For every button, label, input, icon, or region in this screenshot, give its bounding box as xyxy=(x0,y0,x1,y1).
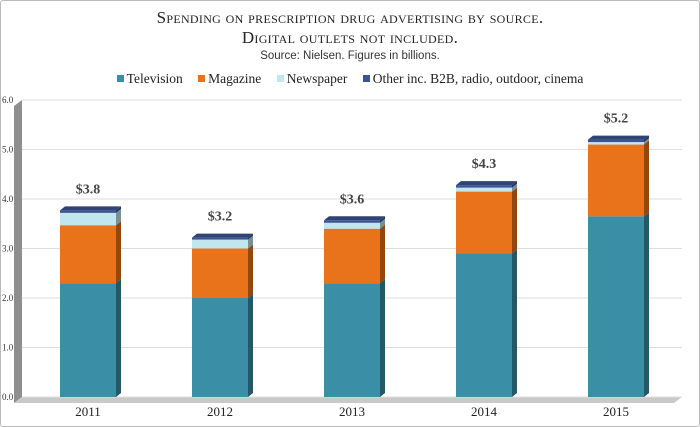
y-tick-label: 2.0 xyxy=(2,293,14,303)
x-tick-label: 2014 xyxy=(471,404,498,419)
bar-segment xyxy=(588,144,644,217)
bar-total-label: $3.6 xyxy=(340,192,365,207)
bar-segment xyxy=(324,220,380,223)
bar-segment-side xyxy=(380,218,385,229)
bar-segment-side xyxy=(116,206,121,213)
y-tick-label: 3.0 xyxy=(2,244,14,254)
bar-segment xyxy=(324,222,380,229)
y-tick-label: 4.0 xyxy=(2,194,14,204)
legend-item-magazine: Magazine xyxy=(198,71,261,87)
bar-segment-side xyxy=(248,233,253,240)
bar-segment-side xyxy=(248,294,253,397)
bar-segment xyxy=(192,298,248,397)
bar-top xyxy=(192,233,253,238)
legend-label-television: Television xyxy=(126,71,183,86)
x-tick-label: 2012 xyxy=(207,404,233,419)
chart-subtitle: Source: Nielsen. Figures in billions. xyxy=(260,50,440,62)
bar-segment-side xyxy=(644,140,649,217)
bar-total-label: $5.2 xyxy=(604,112,629,127)
bar-segment-side xyxy=(380,279,385,397)
bar-segment-side xyxy=(644,212,649,397)
bar-top xyxy=(588,135,649,140)
legend-swatch-other xyxy=(362,75,370,82)
bar-top xyxy=(60,206,121,211)
bar-segment xyxy=(192,237,248,240)
chart-title-line2: Digital outlets not included. xyxy=(241,28,459,47)
bar-segment-side xyxy=(512,249,517,397)
bar-segment xyxy=(324,228,380,284)
bar-total-label: $3.2 xyxy=(208,210,233,225)
bar-segment xyxy=(192,248,248,298)
bar-segment-side xyxy=(248,235,253,249)
axis-floor xyxy=(14,397,682,403)
bar-segment-side xyxy=(380,224,385,284)
legend-label-newspaper: Newspaper xyxy=(286,71,348,86)
bar-segment xyxy=(456,253,512,397)
legend-swatch-newspaper xyxy=(276,75,284,82)
legend-item-newspaper: Newspaper xyxy=(276,71,348,87)
legend-label-magazine: Magazine xyxy=(208,71,262,86)
bar-segment xyxy=(192,239,248,249)
bar-segment-side xyxy=(512,183,517,192)
y-tick-label: 0.0 xyxy=(2,392,14,402)
bar-segment xyxy=(456,187,512,192)
bar-segment-side xyxy=(512,187,517,254)
bar-segment xyxy=(60,283,116,397)
bar-segment xyxy=(456,185,512,188)
bar-total-label: $4.3 xyxy=(472,157,497,172)
y-tick-label: 5.0 xyxy=(2,145,14,155)
bar-segment-side xyxy=(512,181,517,188)
bar-segment-side xyxy=(116,221,121,284)
bar-segment-side xyxy=(644,138,649,145)
bar-segment xyxy=(588,142,644,145)
legend-item-television: Television xyxy=(116,71,183,87)
bar-segment-side xyxy=(116,208,121,226)
bar-segment xyxy=(60,212,116,226)
bar-segment-side xyxy=(116,279,121,397)
bar-total-label: $3.8 xyxy=(76,182,101,197)
bar-top xyxy=(324,216,385,221)
bar-segment xyxy=(324,283,380,397)
legend-item-other: Other inc. B2B, radio, outdoor, cinema xyxy=(362,71,584,87)
bar-segment-side xyxy=(644,135,649,143)
y-tick-label: 1.0 xyxy=(2,343,14,353)
legend-label-other: Other inc. B2B, radio, outdoor, cinema xyxy=(372,71,584,86)
bar-segment xyxy=(60,225,116,284)
x-tick-label: 2015 xyxy=(603,404,629,419)
x-tick-label: 2011 xyxy=(75,404,101,419)
bar-segment-side xyxy=(380,216,385,223)
bar-segment xyxy=(588,139,644,143)
bar-segment xyxy=(456,191,512,254)
y-tick-label: 6.0 xyxy=(2,95,14,105)
legend-swatch-magazine xyxy=(198,75,206,82)
bar-segment-side xyxy=(248,244,253,298)
bar-segment xyxy=(588,216,644,397)
chart-title-line1: Spending on prescription drug advertisin… xyxy=(156,8,544,27)
bar-segment xyxy=(60,210,116,213)
chart-legend: Television Magazine Newspaper Other inc.… xyxy=(0,71,700,87)
axis-wall-side xyxy=(14,100,22,403)
bar-top xyxy=(456,181,517,186)
legend-swatch-television xyxy=(116,75,124,82)
x-tick-label: 2013 xyxy=(339,404,365,419)
